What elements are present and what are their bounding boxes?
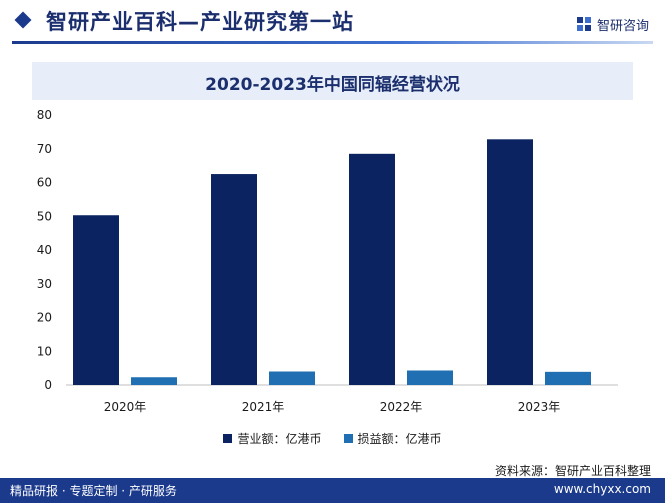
chart-title: 2020-2023年中国同辐经营状况 xyxy=(205,75,460,95)
y-tick-label: 40 xyxy=(37,243,52,257)
chart-title-band: 2020-2023年中国同辐经营状况 xyxy=(32,62,633,100)
y-tick-label: 30 xyxy=(37,277,52,291)
bar-chart: 0 10 20 30 40 50 60 70 80 2020年 2021年 2022年 2023年 xyxy=(37,108,618,414)
y-tick-label: 0 xyxy=(44,378,52,392)
diamond-icon xyxy=(14,11,32,29)
legend-swatch-profit xyxy=(343,434,353,443)
legend-item-revenue: 营业额：亿港币 xyxy=(223,430,322,447)
data-source: 资料来源：智研产业百科整理 xyxy=(494,464,651,478)
y-tick-label: 10 xyxy=(37,344,52,358)
bar-revenue xyxy=(349,153,395,385)
bar-revenue xyxy=(211,174,257,385)
legend-item-profit: 损益额：亿港币 xyxy=(343,430,442,447)
y-tick-label: 50 xyxy=(37,209,52,223)
y-tick-label: 70 xyxy=(37,142,52,156)
logo-icon xyxy=(576,17,591,31)
bar-revenue xyxy=(73,215,119,385)
y-tick-label: 60 xyxy=(37,176,52,190)
legend-label-profit: 损益额：亿港币 xyxy=(357,432,442,446)
header-divider xyxy=(12,41,653,44)
chart-legend: 营业额：亿港币 损益额：亿港币 xyxy=(0,430,665,447)
y-tick-label: 20 xyxy=(37,311,52,325)
bar-profit xyxy=(131,377,177,385)
page-title: 智研产业百科—产业研究第一站 xyxy=(46,10,354,34)
x-tick-label: 2022年 xyxy=(380,400,423,414)
bar-profit xyxy=(545,371,591,385)
bar-profit xyxy=(269,371,315,385)
footer-services: 精品研报 · 专题定制 · 产研服务 xyxy=(10,484,177,498)
y-tick-label: 80 xyxy=(37,108,52,122)
footer-url[interactable]: www.chyxx.com xyxy=(553,482,651,496)
bar-profit xyxy=(407,370,453,385)
x-tick-label: 2023年 xyxy=(518,400,561,414)
brand-logo[interactable]: 智研咨询 xyxy=(576,14,649,34)
x-tick-label: 2020年 xyxy=(104,400,147,414)
footer-bar: 精品研报 · 专题定制 · 产研服务 www.chyxx.com xyxy=(0,478,665,503)
x-tick-label: 2021年 xyxy=(242,400,285,414)
legend-label-revenue: 营业额：亿港币 xyxy=(237,432,322,446)
page-header: 智研产业百科—产业研究第一站 智研咨询 xyxy=(0,0,665,46)
legend-swatch-revenue xyxy=(223,434,233,443)
bar-revenue xyxy=(487,139,533,385)
logo-text: 智研咨询 xyxy=(596,18,649,34)
